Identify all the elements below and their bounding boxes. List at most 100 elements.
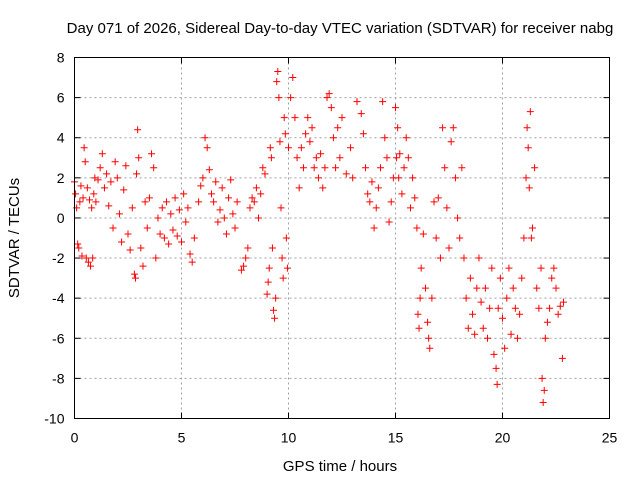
data-point	[88, 204, 96, 212]
data-point	[98, 150, 106, 158]
data-point	[347, 144, 355, 152]
data-point	[387, 198, 395, 206]
data-point	[523, 124, 531, 132]
data-point	[400, 164, 408, 172]
data-point	[283, 264, 291, 272]
data-point	[120, 186, 128, 194]
data-point	[263, 290, 271, 298]
data-point	[156, 230, 164, 238]
data-point	[92, 198, 100, 206]
data-point	[87, 262, 95, 270]
data-point	[207, 190, 215, 198]
data-point	[325, 90, 333, 98]
data-point	[74, 240, 82, 248]
data-point	[139, 262, 147, 270]
data-point	[516, 310, 524, 318]
data-point	[392, 104, 399, 112]
data-point	[134, 126, 142, 134]
data-point	[488, 264, 496, 272]
x-tick-label: 20	[495, 430, 511, 446]
data-point	[415, 324, 423, 332]
data-point	[105, 202, 113, 210]
data-point	[317, 150, 325, 158]
y-tick-label: 4	[57, 130, 65, 146]
data-point	[368, 178, 376, 186]
data-point	[128, 204, 136, 212]
data-point	[310, 164, 318, 172]
data-point	[210, 198, 218, 206]
data-point	[82, 254, 90, 262]
data-point	[160, 234, 168, 242]
data-point	[481, 284, 489, 292]
data-point	[527, 234, 535, 242]
data-point	[178, 238, 185, 246]
data-point	[180, 190, 188, 198]
data-point	[308, 124, 316, 132]
data-point	[411, 194, 419, 202]
data-point	[479, 324, 487, 332]
data-point	[282, 234, 290, 242]
data-point	[77, 182, 85, 190]
data-point	[338, 114, 346, 122]
data-point	[265, 264, 273, 272]
data-point	[531, 164, 539, 172]
data-point	[240, 262, 248, 270]
data-point	[443, 204, 451, 212]
data-point	[394, 124, 402, 132]
data-point	[526, 108, 534, 116]
data-point	[229, 210, 237, 218]
data-point	[525, 184, 533, 192]
data-point	[486, 304, 494, 312]
data-point	[475, 254, 483, 262]
data-point	[357, 110, 365, 118]
data-point	[559, 298, 567, 306]
data-point	[492, 364, 500, 372]
data-point	[552, 284, 560, 292]
data-point	[270, 306, 278, 314]
data-point	[252, 184, 260, 192]
data-point	[395, 174, 403, 182]
data-point	[248, 194, 256, 202]
data-point	[366, 198, 374, 206]
data-point	[469, 310, 477, 318]
data-point	[306, 138, 314, 146]
chart-title: Day 071 of 2026, Sidereal Day-to-day VTE…	[67, 20, 614, 37]
data-point	[505, 264, 513, 272]
data-point	[280, 114, 288, 122]
y-axis-title: SDTVAR / TECUs	[6, 178, 23, 298]
data-point	[264, 278, 272, 286]
plot-frame	[74, 57, 610, 419]
data-point	[188, 258, 196, 266]
data-point	[323, 94, 331, 102]
data-point	[548, 274, 556, 282]
data-point	[267, 154, 275, 162]
data-point	[362, 164, 370, 172]
data-point	[277, 204, 285, 212]
data-point	[332, 164, 340, 172]
data-point	[416, 294, 424, 302]
data-point	[90, 190, 98, 198]
data-point	[107, 178, 115, 186]
data-point	[462, 294, 470, 302]
data-point	[78, 252, 86, 260]
data-point	[244, 244, 252, 252]
data-point	[190, 234, 198, 242]
data-point	[124, 230, 132, 238]
y-tick-label: -2	[52, 250, 65, 266]
data-point	[524, 144, 532, 152]
data-point	[379, 98, 387, 106]
data-point	[381, 134, 389, 142]
data-point	[430, 198, 438, 206]
data-point	[201, 134, 209, 142]
data-point	[75, 244, 83, 252]
data-point	[242, 254, 250, 262]
data-point	[84, 258, 92, 266]
data-point	[111, 158, 119, 166]
data-point	[477, 298, 485, 306]
y-tick-label: 2	[57, 170, 65, 186]
data-point	[503, 294, 511, 302]
data-point	[80, 144, 88, 152]
data-point	[148, 150, 156, 158]
data-point	[141, 198, 149, 206]
data-points	[71, 68, 567, 406]
